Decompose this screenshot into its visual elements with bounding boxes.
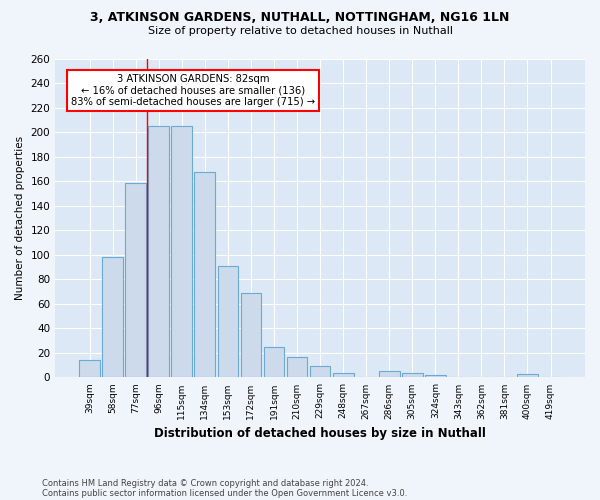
Text: Size of property relative to detached houses in Nuthall: Size of property relative to detached ho… [148, 26, 452, 36]
Text: Contains HM Land Registry data © Crown copyright and database right 2024.: Contains HM Land Registry data © Crown c… [42, 478, 368, 488]
Bar [379, 372, 400, 378]
Y-axis label: Number of detached properties: Number of detached properties [15, 136, 25, 300]
Bar [194, 172, 215, 378]
Bar [102, 258, 123, 378]
Bar [310, 366, 331, 378]
Text: Contains public sector information licensed under the Open Government Licence v3: Contains public sector information licen… [42, 488, 407, 498]
Bar [263, 347, 284, 378]
Bar [241, 293, 262, 378]
Bar [425, 375, 446, 378]
Text: 3, ATKINSON GARDENS, NUTHALL, NOTTINGHAM, NG16 1LN: 3, ATKINSON GARDENS, NUTHALL, NOTTINGHAM… [91, 11, 509, 24]
Bar [517, 374, 538, 378]
Bar [287, 356, 307, 378]
Bar [125, 182, 146, 378]
Text: 3 ATKINSON GARDENS: 82sqm
← 16% of detached houses are smaller (136)
83% of semi: 3 ATKINSON GARDENS: 82sqm ← 16% of detac… [71, 74, 316, 107]
Bar [218, 266, 238, 378]
Bar [402, 372, 422, 378]
X-axis label: Distribution of detached houses by size in Nuthall: Distribution of detached houses by size … [154, 427, 486, 440]
Bar [148, 126, 169, 378]
Bar [333, 372, 353, 378]
Bar [79, 360, 100, 378]
Bar [172, 126, 192, 378]
